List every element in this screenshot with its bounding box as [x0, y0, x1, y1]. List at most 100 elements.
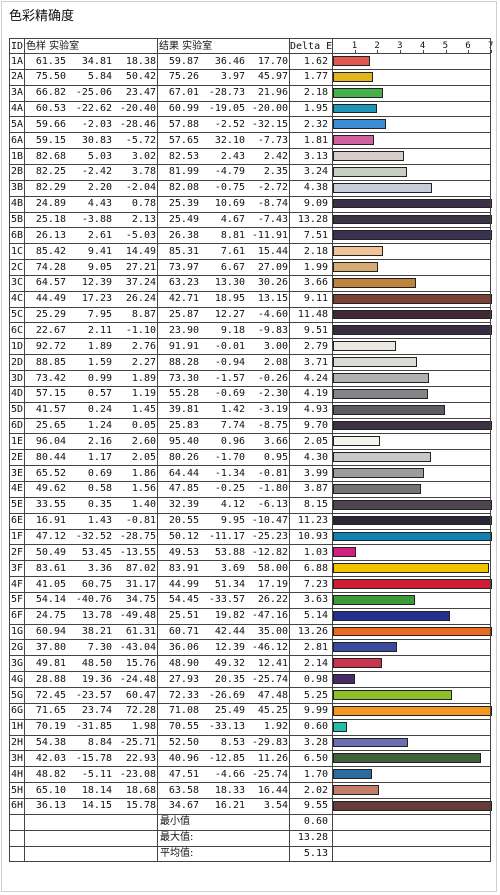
result-lab-value: 25.51 [168, 610, 199, 622]
grid-line [332, 38, 333, 862]
result-lab-value: 48.90 [168, 657, 199, 669]
result-lab-value: -19.05 [208, 103, 245, 115]
sample-lab-value: 60.94 [35, 626, 66, 638]
page-title: 色彩精确度 [9, 9, 75, 24]
delta-e-bar [333, 214, 492, 225]
result-lab-value: 18.33 [214, 784, 245, 796]
result-lab-value: 82.08 [168, 182, 199, 194]
grid-line [9, 354, 491, 355]
result-lab-value: -0.26 [257, 372, 288, 384]
result-lab-value: 36.06 [168, 641, 199, 653]
grid-line [9, 481, 491, 482]
sample-lab-value: 3.78 [131, 166, 156, 178]
delta-e-bar [333, 341, 397, 352]
delta-e-value: 2.81 [303, 641, 328, 653]
delta-e-bar [333, 515, 492, 526]
result-lab-value: 47.51 [168, 768, 199, 780]
grid-line [9, 750, 491, 751]
sample-lab-value: 0.57 [87, 388, 112, 400]
sample-lab-value: 1.17 [87, 451, 112, 463]
grid-line [9, 291, 491, 292]
sample-lab-value: 73.42 [35, 372, 66, 384]
grid-line [9, 513, 491, 514]
sample-lab-value: 42.03 [35, 752, 66, 764]
sample-lab-value: -24.48 [119, 673, 156, 685]
result-lab-value: 17.70 [257, 55, 288, 67]
sample-lab-value: 0.78 [131, 198, 156, 210]
grid-line [24, 38, 25, 862]
sample-lab-value: 2.76 [131, 340, 156, 352]
row-id: 5H [11, 784, 24, 796]
grid-line [9, 687, 491, 688]
axis-tick-label: 6 [465, 41, 471, 51]
delta-e-bar [333, 404, 445, 415]
result-lab-value: 71.08 [168, 705, 199, 717]
result-lab-value: -0.81 [257, 467, 288, 479]
summary-value: 5.13 [303, 847, 328, 859]
sample-lab-value: 4.43 [87, 198, 112, 210]
sample-lab-value: 75.50 [35, 71, 66, 83]
sample-lab-value: 38.21 [81, 626, 112, 638]
result-lab-value: 26.22 [257, 594, 288, 606]
grid-line [9, 846, 491, 847]
result-lab-value: 2.42 [263, 150, 288, 162]
sample-lab-value: 34.81 [81, 55, 112, 67]
delta-e-value: 2.05 [303, 435, 328, 447]
row-id: 1F [11, 531, 24, 542]
result-lab-value: 27.09 [257, 261, 288, 273]
delta-e-value: 11.48 [297, 309, 328, 321]
result-lab-value: 16.44 [257, 784, 288, 796]
delta-e-value: 2.14 [303, 657, 328, 669]
delta-e-bar [333, 293, 492, 304]
delta-e-value: 9.09 [303, 198, 328, 210]
sample-lab-value: 82.68 [35, 150, 66, 162]
sample-lab-value: 26.13 [35, 229, 66, 241]
delta-e-bar [333, 246, 383, 257]
summary-value: 0.60 [303, 815, 328, 827]
grid-line [9, 275, 491, 276]
sample-lab-value: 96.04 [35, 435, 66, 447]
sample-lab-value: 70.19 [35, 721, 66, 733]
row-id: 3D [11, 372, 24, 384]
sample-lab-value: 8.87 [131, 309, 156, 321]
result-lab-value: -46.12 [251, 641, 288, 653]
grid-line [9, 814, 491, 815]
grid-line [9, 322, 491, 323]
result-lab-value: -0.94 [214, 356, 245, 368]
header-delta-e: Delta E [290, 41, 333, 52]
delta-e-bar [333, 563, 490, 574]
sample-lab-value: 1.89 [131, 372, 156, 384]
sample-lab-value: 2.16 [87, 435, 112, 447]
result-lab-value: 15.44 [257, 245, 288, 257]
result-lab-value: 45.25 [257, 705, 288, 717]
result-lab-value: -25.23 [251, 531, 288, 542]
sample-lab-value: -40.76 [75, 594, 112, 606]
result-lab-value: -20.00 [251, 103, 288, 115]
delta-e-bar [333, 594, 416, 605]
sample-lab-value: 82.29 [35, 182, 66, 194]
delta-e-value: 4.19 [303, 388, 328, 400]
grid-line [9, 370, 491, 371]
delta-e-value: 4.24 [303, 372, 328, 384]
sample-lab-value: 22.93 [125, 752, 156, 764]
sample-lab-value: -49.48 [119, 610, 156, 622]
grid-line [9, 212, 491, 213]
sample-lab-value: 64.57 [35, 277, 66, 289]
sample-lab-value: 3.02 [131, 150, 156, 162]
delta-e-value: 3.66 [303, 277, 328, 289]
row-id: 4D [11, 388, 24, 400]
result-lab-value: -29.83 [251, 737, 288, 749]
grid-line [9, 576, 491, 577]
result-lab-value: 25.49 [214, 705, 245, 717]
sample-lab-value: 54.38 [35, 737, 66, 749]
sample-lab-value: 2.20 [87, 182, 112, 194]
sample-lab-value: 15.76 [125, 657, 156, 669]
sample-lab-value: 72.28 [125, 705, 156, 717]
result-lab-value: 12.39 [214, 641, 245, 653]
result-lab-value: -0.01 [214, 340, 245, 352]
grid-line [9, 307, 491, 308]
result-lab-value: 7.61 [220, 245, 245, 257]
color-accuracy-table: ID 色样 实验室 结果 实验室 Delta E 1234567 1A61.35… [9, 38, 493, 888]
result-lab-value: 19.82 [214, 610, 245, 622]
result-lab-value: 34.67 [168, 800, 199, 812]
